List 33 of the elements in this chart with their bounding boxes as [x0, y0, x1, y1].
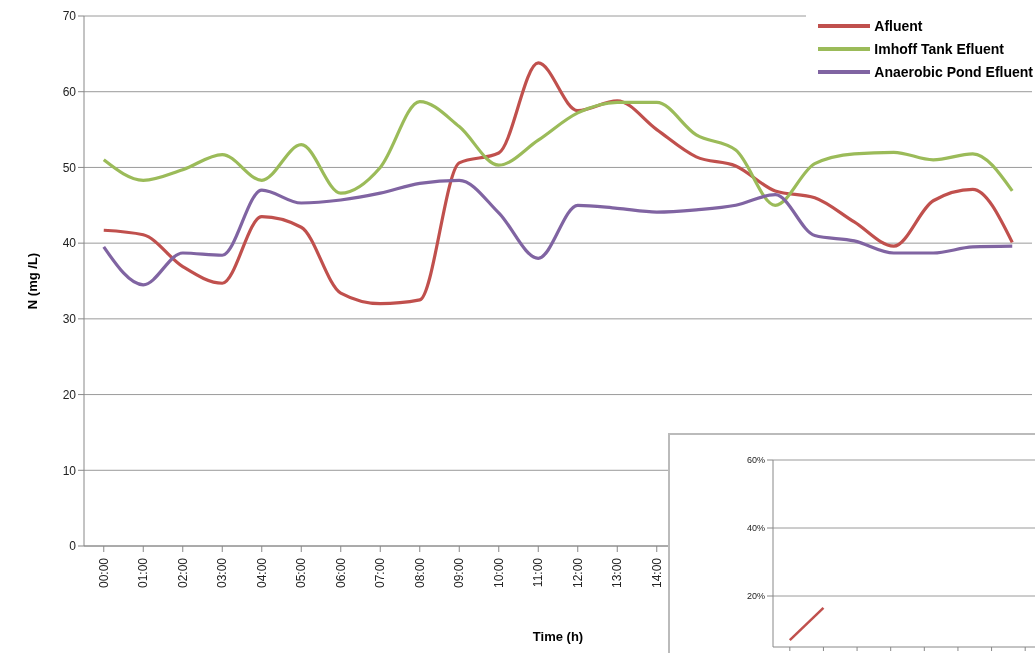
y-tick-label: 50	[62, 160, 77, 175]
x-tick-label: 07:00	[373, 557, 388, 589]
y-tick-label: 10	[62, 463, 77, 478]
x-tick-label: 04:00	[254, 557, 269, 589]
legend-label: Afluent	[874, 17, 923, 34]
legend-label: Imhoff Tank Efluent	[874, 40, 1004, 57]
legend-label: Anaerobic Pond Efluent	[874, 63, 1033, 80]
x-tick-label: 03:00	[215, 557, 230, 589]
y-tick-label: 30	[62, 312, 77, 327]
y-tick-label: 0	[69, 539, 77, 554]
x-axis-title: Time (h)	[532, 628, 584, 644]
x-tick-label: 13:00	[610, 557, 625, 589]
y-tick-label: 40%	[746, 523, 765, 534]
x-tick-label: 05:00	[294, 557, 309, 589]
x-tick-label: 14:00	[649, 557, 664, 589]
x-tick-label: 06:00	[333, 557, 348, 589]
x-tick-label: 02:00	[175, 557, 190, 589]
line-series	[102, 178, 1014, 287]
x-tick-label: 00:00	[96, 557, 111, 589]
x-tick-label: 12:00	[570, 557, 585, 589]
y-axis-title: N (mg /L)	[24, 252, 40, 310]
x-tick-label: 08:00	[412, 557, 427, 589]
x-tick-label: 09:00	[452, 557, 467, 589]
x-tick-label: 10:00	[491, 557, 506, 589]
line-series	[102, 99, 1014, 207]
y-tick-label: 40	[62, 236, 77, 251]
y-tick-label: 60%	[746, 455, 765, 466]
y-tick-label: 20	[62, 387, 77, 402]
y-tick-label: 60	[62, 84, 77, 99]
x-tick-label: 01:00	[136, 557, 151, 589]
x-tick-label: 11:00	[531, 557, 546, 588]
y-tick-label: 20%	[746, 591, 765, 602]
y-tick-label: 70	[62, 9, 77, 24]
